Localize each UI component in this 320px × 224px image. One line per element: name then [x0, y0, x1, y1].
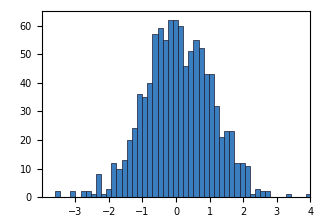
Bar	[132, 129, 137, 197]
Bar	[286, 194, 291, 197]
Bar	[245, 166, 250, 197]
Bar	[91, 194, 96, 197]
Bar	[168, 20, 173, 197]
Bar	[116, 168, 122, 197]
Bar	[306, 194, 311, 197]
Bar	[173, 20, 178, 197]
Bar	[235, 163, 240, 197]
Bar	[147, 83, 152, 197]
Bar	[260, 191, 265, 197]
Bar	[96, 174, 101, 197]
Bar	[157, 28, 163, 197]
Bar	[86, 191, 91, 197]
Bar	[106, 189, 111, 197]
Bar	[178, 26, 183, 197]
Bar	[265, 191, 270, 197]
Bar	[240, 163, 245, 197]
Bar	[229, 131, 235, 197]
Bar	[122, 160, 127, 197]
Bar	[250, 194, 255, 197]
Bar	[194, 40, 199, 197]
Bar	[142, 97, 147, 197]
Bar	[111, 163, 116, 197]
Bar	[214, 106, 219, 197]
Bar	[183, 66, 188, 197]
Bar	[81, 191, 86, 197]
Bar	[188, 51, 194, 197]
Bar	[163, 40, 168, 197]
Bar	[204, 74, 209, 197]
Bar	[55, 191, 60, 197]
Bar	[137, 94, 142, 197]
Bar	[219, 137, 224, 197]
Bar	[127, 140, 132, 197]
Bar	[209, 74, 214, 197]
Bar	[152, 34, 157, 197]
Bar	[70, 191, 76, 197]
Bar	[101, 194, 106, 197]
Bar	[224, 131, 229, 197]
Bar	[255, 189, 260, 197]
Bar	[199, 48, 204, 197]
